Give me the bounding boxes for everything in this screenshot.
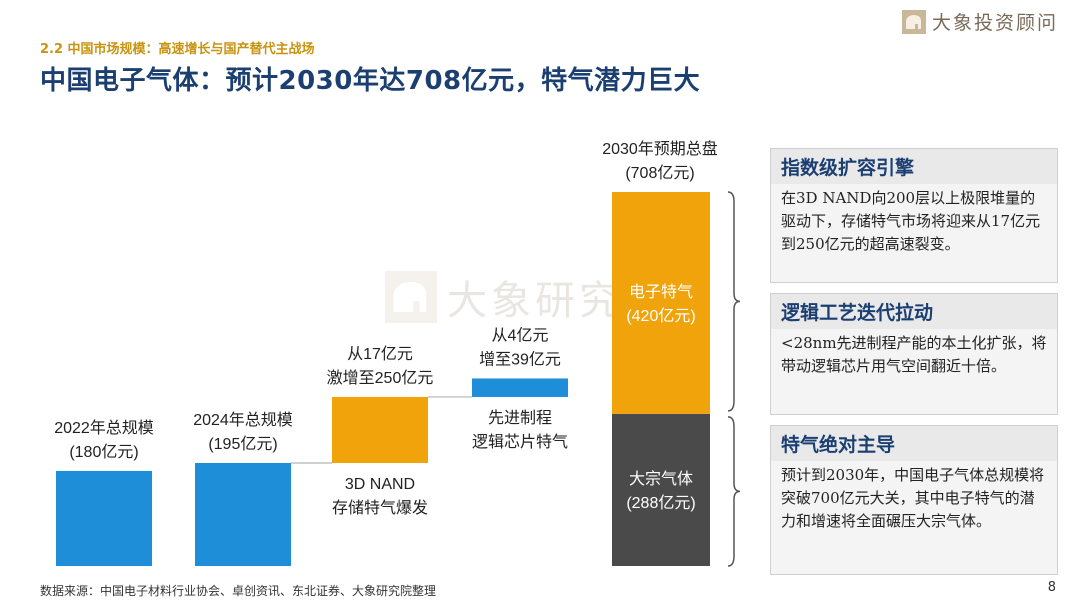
panel-title: 特气绝对主导 bbox=[771, 426, 1057, 461]
panel-logic-process: 逻辑工艺迭代拉动 <28nm先进制程产能的本土化扩张，将带动逻辑芯片用气空间翻近… bbox=[770, 293, 1058, 415]
bar-label: 从17亿元 bbox=[347, 345, 413, 363]
page-number: 8 bbox=[1048, 580, 1056, 595]
panel-body: 在3D NAND向200层以上极限堆量的驱动下，存储特气市场将迎来从17亿元到2… bbox=[771, 184, 1057, 261]
segment-label: 电子特气 bbox=[629, 283, 693, 301]
bar-label: 增至39亿元 bbox=[479, 350, 561, 368]
segment-label: (420亿元) bbox=[626, 307, 695, 325]
bar-caption: 先进制程 bbox=[488, 409, 552, 427]
bar-label: 2024年总规模 bbox=[193, 411, 293, 429]
bar-3d-nand-increase bbox=[332, 397, 428, 463]
bar-label: (180亿元) bbox=[69, 443, 138, 461]
segment-label: (288亿元) bbox=[626, 494, 695, 512]
bar-caption: 存储特气爆发 bbox=[332, 498, 428, 517]
bar-label: 激增至250亿元 bbox=[327, 369, 434, 387]
bar-2024-total bbox=[195, 463, 291, 566]
bar-label: (195亿元) bbox=[208, 435, 277, 453]
panel-body: 预计到2030年，中国电子气体总规模将突破700亿元大关，其中电子特气的潜力和增… bbox=[771, 461, 1057, 538]
bar-logic-chip-increase bbox=[472, 378, 568, 396]
bar-label: 2022年总规模 bbox=[54, 419, 154, 437]
panel-title: 指数级扩容引擎 bbox=[771, 149, 1057, 184]
bar-label: 从4亿元 bbox=[492, 326, 549, 344]
segment-bulk-gas bbox=[612, 414, 710, 566]
bar-2022-total bbox=[56, 471, 152, 566]
panel-exponential-engine: 指数级扩容引擎 在3D NAND向200层以上极限堆量的驱动下，存储特气市场将迎… bbox=[770, 148, 1058, 283]
brace-bulk-gas bbox=[728, 417, 740, 566]
panel-title: 逻辑工艺迭代拉动 bbox=[771, 294, 1057, 329]
bar-caption: 逻辑芯片特气 bbox=[472, 433, 568, 451]
data-source: 数据来源：中国电子材料行业协会、卓创资讯、东北证券、大象研究院整理 bbox=[40, 582, 436, 599]
brace-specialty-gas bbox=[728, 192, 740, 411]
segment-specialty-gas bbox=[612, 192, 710, 414]
bar-label: (708亿元) bbox=[625, 164, 694, 182]
segment-label: 大宗气体 bbox=[629, 470, 693, 488]
bar-label: 2030年预期总盘 bbox=[602, 139, 718, 158]
panel-body: <28nm先进制程产能的本土化扩张，将带动逻辑芯片用气空间翻近十倍。 bbox=[771, 329, 1057, 383]
bar-caption: 3D NAND bbox=[345, 476, 415, 493]
panel-specialty-gas-dominance: 特气绝对主导 预计到2030年，中国电子气体总规模将突破700亿元大关，其中电子… bbox=[770, 425, 1058, 575]
